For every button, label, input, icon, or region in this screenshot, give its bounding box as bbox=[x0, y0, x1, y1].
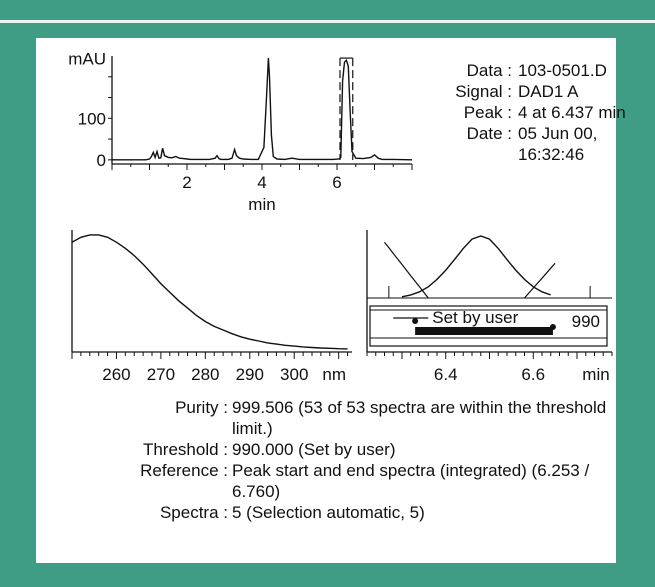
meta-value: DAD1 A bbox=[518, 82, 579, 101]
spectrum-x-tick-label: 270 bbox=[147, 365, 175, 384]
chromatogram-y-axis-label: mAU bbox=[68, 49, 106, 68]
meta-value: 4 at 6.437 min bbox=[518, 103, 626, 122]
info-row-purity: Purity : 999.506 (53 of 53 spectra are w… bbox=[36, 397, 616, 439]
info-key: Purity : bbox=[175, 398, 228, 417]
purity-ratio-band bbox=[415, 327, 553, 335]
meta-value: 05 Jun 00, 16:32:46 bbox=[518, 124, 598, 164]
spectrum-trace bbox=[71, 234, 348, 350]
info-value: Peak start and end spectra (integrated) … bbox=[232, 461, 590, 501]
spectrum-x-tick-label: 300 bbox=[280, 365, 308, 384]
threshold-value: 990 bbox=[572, 312, 600, 331]
meta-key: Peak : bbox=[463, 103, 512, 122]
report-panel: 2 4 6 min 0 100 mAU 260 270 280 290 300 nm 6.4 6.6 min S… bbox=[36, 38, 626, 563]
info-row-reference: Reference : Peak start and end spectra (… bbox=[36, 460, 616, 502]
info-key: Spectra : bbox=[159, 503, 228, 522]
info-value: 999.506 (53 of 53 spectra are within the… bbox=[232, 398, 607, 438]
info-value: 990.000 (Set by user) bbox=[232, 440, 396, 459]
purity-x-tick-label: 6.4 bbox=[434, 365, 458, 384]
chromatogram-trace bbox=[112, 58, 413, 161]
top-rule bbox=[0, 20, 655, 23]
info-value: 5 (Selection automatic, 5) bbox=[232, 503, 425, 522]
chromatogram-y-tick-label: 0 bbox=[97, 151, 106, 170]
info-key: Reference : bbox=[140, 461, 228, 480]
info-key: Threshold : bbox=[142, 440, 228, 459]
chromatogram-y-tick-label: 100 bbox=[78, 109, 106, 128]
threshold-label: Set by user bbox=[432, 308, 518, 327]
purity-start-marker bbox=[412, 318, 419, 324]
meta-key: Signal : bbox=[455, 82, 512, 101]
meta-row-peak: Peak : 4 at 6.437 min bbox=[422, 102, 628, 123]
meta-row-data: Data : 103-0501.D bbox=[422, 60, 628, 81]
purity-end-marker bbox=[549, 324, 556, 330]
spectrum-x-tick-label: 280 bbox=[191, 365, 219, 384]
sample-metadata: Data : 103-0501.D Signal : DAD1 A Peak :… bbox=[422, 60, 628, 165]
meta-key: Date : bbox=[466, 124, 512, 143]
purity-x-axis-label: min bbox=[582, 365, 609, 384]
spectrum-x-tick-label: 290 bbox=[236, 365, 264, 384]
meta-key: Data : bbox=[466, 61, 512, 80]
spectrum-x-tick-label: 260 bbox=[102, 365, 130, 384]
purity-results: Purity : 999.506 (53 of 53 spectra are w… bbox=[36, 397, 616, 523]
end-reference-curve bbox=[524, 262, 556, 299]
chromatogram-x-tick-label: 4 bbox=[257, 173, 266, 192]
meta-value: 103-0501.D bbox=[518, 61, 607, 80]
charts-canvas: 2 4 6 min 0 100 mAU 260 270 280 290 300 nm 6.4 6.6 min S… bbox=[68, 49, 613, 384]
meta-row-signal: Signal : DAD1 A bbox=[422, 81, 628, 102]
info-row-spectra: Spectra : 5 (Selection automatic, 5) bbox=[36, 502, 616, 523]
purity-peak-trace bbox=[401, 235, 551, 298]
start-reference-curve bbox=[384, 241, 429, 299]
spectrum-x-axis-label: nm bbox=[322, 365, 346, 384]
chromatogram-x-axis-label: min bbox=[248, 195, 275, 214]
info-row-threshold: Threshold : 990.000 (Set by user) bbox=[36, 439, 616, 460]
chromatogram-x-tick-label: 6 bbox=[332, 173, 341, 192]
purity-band-frame bbox=[369, 305, 608, 347]
chromatogram-x-tick-label: 2 bbox=[182, 173, 191, 192]
meta-row-date: Date : 05 Jun 00, 16:32:46 bbox=[422, 123, 628, 165]
purity-x-tick-label: 6.6 bbox=[521, 365, 545, 384]
